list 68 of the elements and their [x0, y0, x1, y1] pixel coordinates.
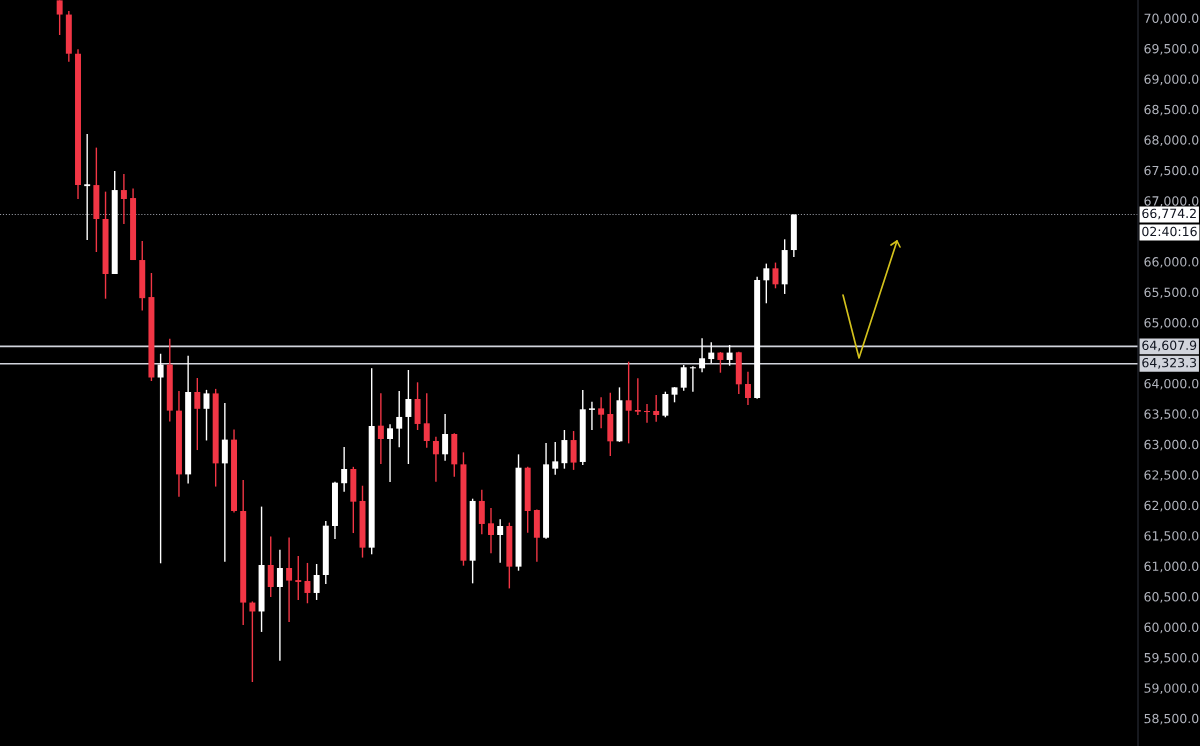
y-tick-label: 70,000.0 — [1144, 13, 1199, 25]
y-tick-label: 69,500.0 — [1144, 43, 1199, 55]
y-tick-label: 67,500.0 — [1144, 165, 1199, 177]
candlestick — [561, 429, 568, 470]
y-tick-label: 64,000.0 — [1144, 378, 1199, 390]
candlestick — [680, 364, 687, 392]
y-tick-label: 68,500.0 — [1144, 104, 1199, 116]
candlestick — [634, 377, 641, 416]
candlestick — [478, 488, 485, 536]
y-tick-label: 63,000.0 — [1144, 439, 1199, 451]
candlestick — [488, 507, 494, 554]
y-tick-label: 60,000.0 — [1144, 622, 1199, 634]
candlestick — [717, 351, 724, 374]
candlestick — [744, 370, 751, 406]
candlestick — [267, 535, 274, 598]
candlestick — [313, 563, 320, 601]
candlestick — [497, 518, 504, 564]
y-tick-label: 59,500.0 — [1144, 652, 1199, 664]
candlestick — [598, 396, 605, 429]
y-tick-label: 65,500.0 — [1144, 287, 1199, 299]
candlestick — [396, 390, 403, 448]
candlestick — [432, 436, 439, 483]
y-tick-label: 58,500.0 — [1144, 713, 1199, 725]
candlestick — [653, 394, 660, 423]
candlestick — [221, 402, 228, 563]
y-tick-label: 65,000.0 — [1144, 317, 1199, 329]
candlestick — [570, 430, 577, 471]
candlestick — [276, 549, 283, 662]
candlestick — [662, 391, 669, 418]
candlestick — [726, 344, 733, 367]
ref-line-label: 64,323.3 — [1142, 357, 1197, 369]
candlestick — [405, 369, 412, 465]
candlestick — [377, 392, 384, 465]
candlestick — [699, 337, 706, 373]
candlestick — [194, 377, 201, 451]
candlestick — [249, 600, 256, 683]
text: 02:40:16 — [1142, 226, 1197, 237]
candlestick — [689, 365, 696, 393]
candlestick — [552, 441, 559, 476]
candlestick — [341, 446, 348, 493]
y-tick-label: 68,000.0 — [1144, 135, 1199, 147]
candlestick — [625, 360, 632, 445]
candlestick — [442, 413, 449, 462]
candlestick — [286, 536, 293, 623]
candlestick — [588, 400, 595, 431]
y-tick-label: 62,000.0 — [1144, 500, 1199, 512]
y-tick-label: 60,500.0 — [1144, 592, 1199, 603]
candlestick — [56, 0, 63, 36]
candlestick — [423, 392, 430, 449]
candlestick — [120, 173, 127, 225]
y-tick-label: 63,500.0 — [1144, 409, 1199, 421]
candlestick — [763, 262, 770, 304]
y-tick-label: 59,000.0 — [1144, 683, 1199, 695]
y-tick-label: 66,000.0 — [1144, 257, 1199, 268]
y-tick-label: 62,500.0 — [1144, 470, 1199, 481]
ref-line-label: 66,774.2 — [1142, 208, 1196, 220]
y-tick-label: 69,000.0 — [1144, 74, 1199, 86]
y-tick-label: 61,000.0 — [1144, 561, 1199, 573]
candlestick — [708, 341, 715, 365]
candlestick — [304, 562, 311, 604]
candlestick — [157, 353, 164, 565]
ref-line-label: 64,607.9 — [1142, 340, 1197, 352]
candlestick — [387, 423, 394, 483]
y-tick-label: 61,500.0 — [1144, 531, 1199, 542]
y-tick-label: 67,000.0 — [1144, 196, 1199, 207]
candlestick — [84, 133, 91, 241]
candlestick — [644, 403, 650, 424]
candlestick — [295, 555, 302, 601]
